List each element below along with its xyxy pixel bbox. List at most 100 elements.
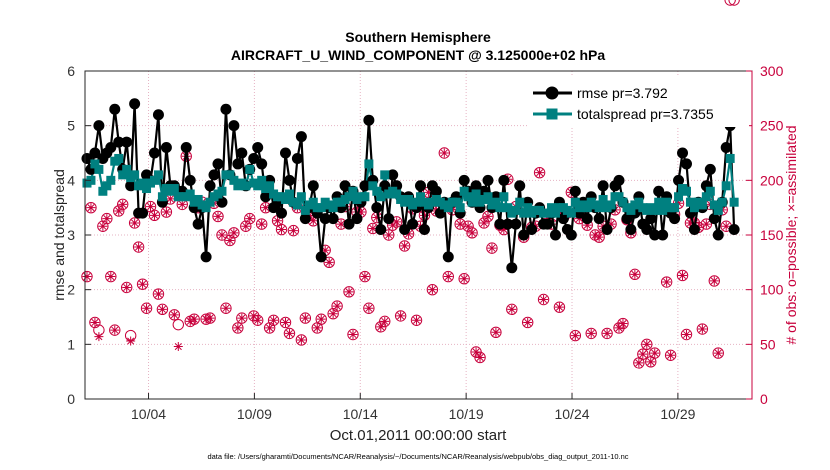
totalspread-point — [614, 192, 624, 202]
y-tick-label: 4 — [67, 172, 75, 188]
totalspread-point — [455, 203, 465, 213]
y-tick-label: 0 — [67, 391, 75, 407]
obs-assimilated-point — [491, 327, 501, 337]
obs-assimilated-point — [185, 316, 195, 326]
obs-assimilated-point — [487, 243, 497, 253]
totalspread-point — [201, 203, 211, 213]
totalspread-point — [550, 208, 560, 218]
totalspread-point — [515, 197, 525, 207]
totalspread-point — [185, 189, 195, 199]
obs-assimilated-point — [650, 348, 660, 358]
obs-possible-point — [275, 223, 288, 236]
y-axis-label-right: # of obs: o=possible; ×=assimilated — [783, 125, 799, 344]
rmse-point — [506, 262, 518, 274]
obs-assimilated-point — [320, 245, 330, 255]
obs-possible-point — [506, 303, 518, 316]
obs-possible-point — [148, 209, 161, 222]
obs-possible-point — [466, 227, 478, 239]
obs-possible-point — [160, 206, 173, 218]
obs-assimilated-point — [479, 218, 489, 228]
obs-possible-point — [216, 229, 228, 241]
y-tick-label: 5 — [67, 118, 75, 134]
obs-assimilated-point — [483, 211, 493, 221]
obs-assimilated-point — [153, 289, 163, 299]
obs-assimilated-point — [118, 199, 128, 209]
totalspread-point — [300, 205, 310, 215]
obs-assimilated-point — [86, 203, 96, 213]
obs-assimilated-point — [554, 302, 564, 312]
totalspread-point — [130, 170, 140, 180]
rmse-point — [470, 180, 482, 192]
totalspread-point — [547, 203, 557, 213]
rmse-point — [621, 213, 633, 225]
rmse-point — [458, 174, 470, 186]
legend: rmse pr=3.792 totalspread pr=3.7355 — [527, 77, 749, 127]
obs-possible-point — [486, 242, 498, 254]
obs-assimilated-point — [419, 210, 429, 220]
obs-assimilated-point — [277, 225, 287, 235]
rmse-point — [105, 142, 117, 154]
totalspread-point — [467, 197, 477, 207]
y-axis-label: rmse and totalspread — [51, 169, 67, 301]
rmse-point — [137, 207, 149, 219]
line-layer — [81, 98, 740, 274]
totalspread-point — [463, 192, 473, 202]
obs-assimilated-point — [594, 232, 604, 242]
rmse-point — [418, 224, 430, 236]
rmse-point — [216, 196, 228, 208]
obs-assimilated-point — [642, 339, 652, 349]
obs-assimilated-point — [507, 304, 517, 314]
obs-possible-point — [613, 322, 625, 334]
obs-possible-point — [398, 240, 411, 252]
obs-possible-point — [252, 314, 264, 326]
obs-possible-point — [617, 317, 629, 330]
rmse-point — [673, 174, 685, 186]
obs-assimilated-point — [646, 357, 656, 367]
obs-possible-point — [188, 313, 200, 325]
obs-assimilated-point — [122, 282, 132, 292]
totalspread-point — [368, 181, 378, 191]
rmse-point — [359, 180, 371, 192]
totalspread-point — [217, 186, 227, 196]
rmse-point — [514, 180, 526, 192]
rmse-point — [518, 229, 530, 241]
totalspread-point — [292, 200, 302, 210]
rmse-point — [482, 174, 494, 186]
obs-possible-point — [490, 326, 502, 339]
grid-layer — [85, 71, 752, 399]
obs-assimilated-point — [110, 325, 120, 335]
totalspread-point — [265, 181, 275, 191]
rmse-point — [379, 180, 391, 192]
obs-assimilated-point — [662, 277, 672, 287]
obs-assimilated-point — [380, 316, 390, 326]
obs-possible-point — [394, 310, 407, 322]
obs-possible-point — [426, 283, 439, 296]
totalspread-point — [685, 197, 695, 207]
rmse-point — [399, 224, 411, 236]
obs-assimilated-point — [130, 218, 140, 228]
rmse-point — [549, 229, 561, 241]
totalspread-point — [483, 192, 493, 202]
obs-assimilated-point — [459, 274, 469, 284]
rmse-point — [498, 174, 510, 186]
rmse-point — [180, 142, 192, 154]
obs-assimilated-point — [634, 358, 644, 368]
totalspread-point — [380, 170, 390, 180]
obs-possible-point — [363, 302, 375, 314]
rmse-point — [593, 213, 605, 225]
obs-assimilated-point — [368, 223, 378, 233]
rmse-point — [152, 109, 164, 121]
obs-assimilated-point — [106, 272, 116, 282]
obs-possible-point — [383, 229, 395, 241]
obs-possible-point — [97, 220, 109, 232]
obs-assimilated-point — [614, 323, 624, 333]
obs-assimilated-point — [404, 229, 414, 239]
obs-assimilated-point — [376, 322, 386, 332]
obs-assimilated-point — [439, 148, 449, 158]
obs-possible-point — [172, 318, 185, 331]
y-right-tick-label: 200 — [760, 172, 784, 188]
obs-assimilated-point — [213, 211, 223, 221]
obs-assimilated-point — [142, 303, 152, 313]
rmse-point — [184, 174, 196, 186]
